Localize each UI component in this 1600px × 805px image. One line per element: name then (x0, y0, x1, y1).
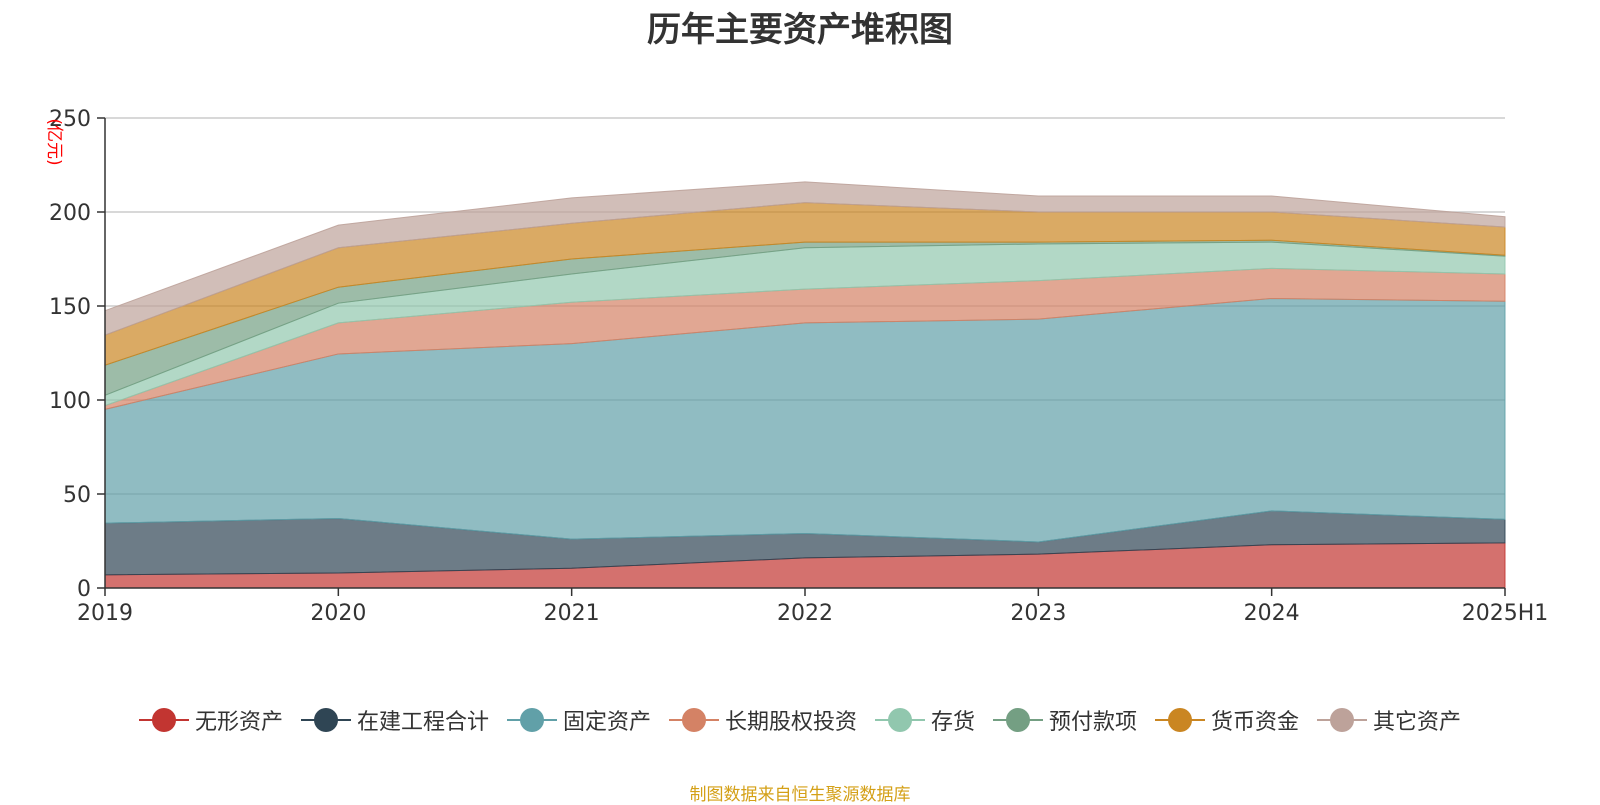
x-axis-tick-labels: 2019 2020 2021 2022 2023 2024 2025H1 (77, 601, 1548, 626)
x-tick-label: 2024 (1244, 601, 1300, 626)
x-tick-label: 2019 (77, 601, 133, 626)
legend-label: 预付款项 (1049, 710, 1138, 735)
y-tick-label: 250 (49, 107, 91, 132)
legend-swatch-icon (506, 708, 557, 732)
axes (97, 117, 1506, 596)
y-tick-label: 0 (77, 577, 91, 602)
legend-label: 固定资产 (562, 710, 651, 735)
legend-label: 其它资产 (1373, 710, 1462, 735)
legend-item[interactable]: 长期股权投资 (668, 704, 857, 736)
legend-item[interactable]: 存货 (875, 704, 975, 736)
legend-swatch-icon (875, 708, 925, 732)
legend-swatch-icon (138, 708, 189, 732)
y-tick-label: 150 (49, 295, 91, 320)
x-tick-label: 2020 (310, 601, 366, 626)
y-axis-unit-label: (亿元) (44, 118, 64, 165)
x-tick-label: 2022 (777, 601, 833, 626)
x-tick-label: 2023 (1010, 601, 1066, 626)
legend-item[interactable]: 在建工程合计 (300, 704, 489, 736)
area-series-8 (104, 181, 1506, 336)
legend-item[interactable]: 货币资金 (1155, 704, 1299, 736)
source-note: 制图数据来自恒生聚源数据库 (689, 785, 911, 805)
legend-swatch-icon (993, 708, 1044, 732)
x-tick-label: 2025H1 (1462, 601, 1549, 626)
legend-label: 存货 (931, 710, 976, 735)
legend-item[interactable]: 无形资产 (138, 704, 283, 736)
legend-item[interactable]: 固定资产 (506, 704, 651, 736)
legend-swatch-icon (300, 708, 351, 732)
legend-swatch-icon (1155, 708, 1206, 732)
legend-label: 无形资产 (194, 710, 283, 735)
y-axis-tick-labels: 0 50 100 150 200 250 (49, 107, 91, 602)
legend-item[interactable]: 其它资产 (1317, 704, 1461, 736)
y-tick-label: 100 (49, 389, 91, 414)
legend: 无形资产 在建工程合计 固定资产 长期股权投资 存货 预付款项 货币资金 其它资产 (0, 704, 1600, 736)
y-tick-label: 200 (49, 201, 91, 226)
legend-swatch-icon (668, 708, 719, 732)
legend-label: 在建工程合计 (356, 710, 489, 735)
x-tick-label: 2021 (544, 601, 600, 626)
area-series (104, 181, 1506, 589)
chart-title: 历年主要资产堆积图 (647, 10, 953, 50)
legend-label: 货币资金 (1211, 710, 1300, 735)
legend-swatch-icon (1317, 708, 1368, 732)
y-tick-label: 50 (63, 483, 91, 508)
legend-label: 长期股权投资 (724, 710, 857, 735)
legend-item[interactable]: 预付款项 (993, 704, 1137, 736)
